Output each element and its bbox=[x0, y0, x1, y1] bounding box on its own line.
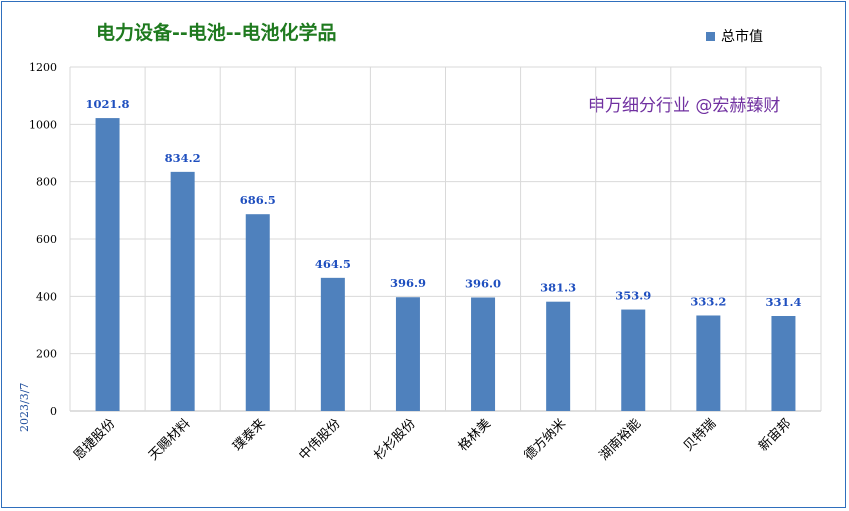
data-label: 331.4 bbox=[765, 295, 801, 309]
data-label: 381.3 bbox=[540, 281, 576, 295]
category-label: 天赐材料 bbox=[146, 416, 193, 463]
data-label: 396.0 bbox=[465, 276, 501, 290]
watermark-text: 申万细分行业 @宏赫臻财 bbox=[588, 96, 781, 116]
data-label: 1021.8 bbox=[86, 97, 130, 111]
chart-title: 电力设备--电池--电池化学品 bbox=[96, 22, 337, 44]
y-tick-label: 600 bbox=[36, 233, 57, 246]
bar bbox=[771, 315, 796, 411]
data-label: 353.9 bbox=[615, 289, 651, 303]
y-tick-label: 200 bbox=[36, 348, 57, 361]
category-label: 湖南裕能 bbox=[596, 416, 644, 464]
category-label: 杉杉股份 bbox=[371, 416, 418, 463]
data-label: 834.2 bbox=[165, 151, 201, 165]
bar bbox=[471, 297, 496, 411]
bar bbox=[621, 309, 646, 411]
legend-swatch bbox=[706, 31, 715, 41]
data-label: 464.5 bbox=[315, 257, 351, 271]
bar bbox=[696, 315, 721, 411]
category-label: 贝特瑞 bbox=[681, 416, 719, 454]
category-label: 新宙邦 bbox=[755, 416, 794, 455]
bar bbox=[245, 214, 270, 411]
category-label: 恩捷股份 bbox=[71, 416, 118, 463]
y-tick-label: 1200 bbox=[29, 61, 57, 74]
data-label: 396.9 bbox=[390, 276, 426, 290]
y-tick-label: 400 bbox=[36, 290, 57, 303]
legend: 总市值 bbox=[706, 26, 763, 46]
bar bbox=[546, 301, 571, 411]
data-label: 333.2 bbox=[690, 294, 726, 308]
bar bbox=[95, 118, 120, 412]
bar bbox=[395, 297, 420, 411]
category-label: 格林美 bbox=[455, 416, 494, 455]
category-label: 璞泰来 bbox=[230, 416, 268, 454]
legend-label: 总市值 bbox=[721, 29, 763, 45]
category-label: 德方纳米 bbox=[521, 416, 569, 464]
bar bbox=[320, 277, 345, 411]
data-label: 686.5 bbox=[240, 193, 276, 207]
y-tick-label: 800 bbox=[36, 176, 57, 189]
y-tick-label: 0 bbox=[50, 405, 57, 418]
y-tick-label: 1000 bbox=[29, 118, 57, 131]
category-label: 中伟股份 bbox=[296, 416, 343, 463]
bar bbox=[170, 171, 195, 411]
